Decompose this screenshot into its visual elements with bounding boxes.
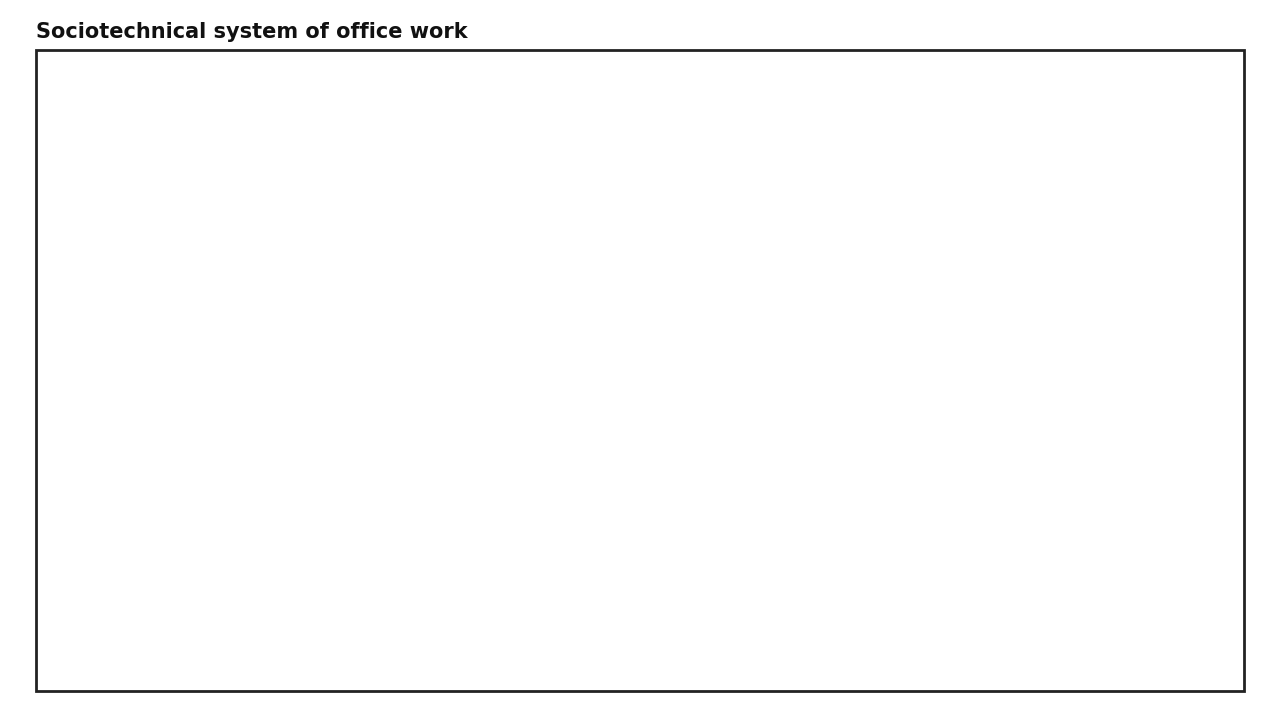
FancyBboxPatch shape (996, 444, 1060, 477)
Circle shape (289, 409, 338, 436)
FancyBboxPatch shape (936, 444, 1001, 477)
FancyBboxPatch shape (924, 426, 983, 456)
Text: limitation due to user unfriendly applications
(e.g. task planning, process supp: limitation due to user unfriendly applic… (202, 240, 502, 269)
FancyArrowPatch shape (366, 204, 623, 393)
FancyArrowPatch shape (403, 400, 909, 467)
FancyBboxPatch shape (284, 420, 343, 450)
Polygon shape (649, 412, 663, 454)
FancyBboxPatch shape (239, 426, 298, 456)
Text: Employees with
autism: Employees with autism (242, 527, 385, 566)
Text: (1)  Reduction of stimuli to avoid stimulus overload: (1) Reduction of stimuli to avoid stimul… (676, 293, 1101, 308)
Text: Overload due to external stimuli
(e.g. light, temperature, noise level): Overload due to external stimuli (e.g. l… (556, 322, 796, 350)
FancyBboxPatch shape (252, 444, 316, 477)
Circle shape (316, 431, 371, 461)
Circle shape (929, 415, 978, 441)
Text: Affected by autism-specific behavioral characteristics
(z. B. emotion recognitio: Affected by autism-specific behavioral c… (477, 492, 835, 521)
Circle shape (334, 415, 383, 441)
FancyBboxPatch shape (1014, 426, 1073, 456)
Circle shape (246, 415, 293, 441)
Polygon shape (508, 272, 521, 314)
FancyBboxPatch shape (311, 444, 376, 477)
Circle shape (941, 431, 996, 461)
Text: Technical systems: Technical systems (530, 164, 782, 192)
Circle shape (257, 431, 311, 461)
Circle shape (1019, 415, 1066, 441)
Text: (2) Support of verbal and textual communication: (2) Support of verbal and textual commun… (453, 464, 859, 478)
FancyBboxPatch shape (532, 149, 780, 207)
Circle shape (1001, 431, 1055, 461)
FancyBboxPatch shape (329, 426, 388, 456)
FancyBboxPatch shape (969, 420, 1028, 450)
Text: (3) Support for structuring and prioritization
in task and time management: (3) Support for structuring and prioriti… (202, 189, 572, 221)
Text: Sociotechnical system of office work: Sociotechnical system of office work (36, 22, 467, 42)
Circle shape (974, 409, 1023, 436)
FancyArrowPatch shape (689, 204, 946, 393)
Text: Employees without
autism: Employees without autism (913, 527, 1084, 566)
